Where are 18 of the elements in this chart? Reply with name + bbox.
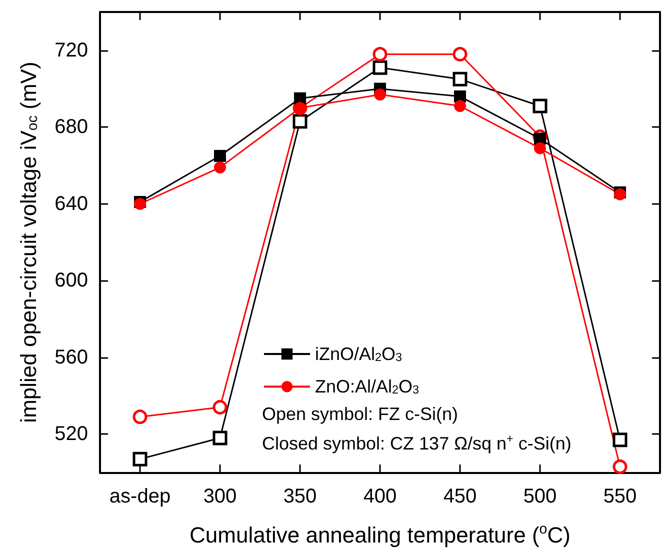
x-tick-label: 500	[523, 486, 557, 508]
legend-label: ZnO:Al/Al2O3	[315, 376, 420, 397]
y-tick-label: 720	[54, 39, 88, 62]
y-tick-label: 640	[54, 192, 88, 215]
y-tick-label: 520	[54, 423, 88, 446]
x-tick-label: 400	[363, 486, 397, 508]
y-tick-label: 680	[54, 116, 88, 138]
y-tick-label: 600	[54, 270, 88, 292]
x-tick-label: 300	[203, 486, 237, 508]
y-axis-title: implied open-circuit voltage iVoc (mV)	[16, 62, 42, 423]
x-tick-label: 550	[603, 486, 637, 508]
annotation: Open symbol: FZ c-Si(n)	[262, 404, 458, 424]
annotation: Closed symbol: CZ 137 Ω/sq n+ c-Si(n)	[262, 432, 572, 454]
y-tick-label: 560	[54, 346, 88, 368]
legend-label: iZnO/Al2O3	[315, 344, 402, 364]
x-tick-label: 350	[283, 486, 317, 508]
x-tick-label: as-dep	[109, 486, 171, 508]
x-tick-label: 450	[443, 486, 477, 508]
